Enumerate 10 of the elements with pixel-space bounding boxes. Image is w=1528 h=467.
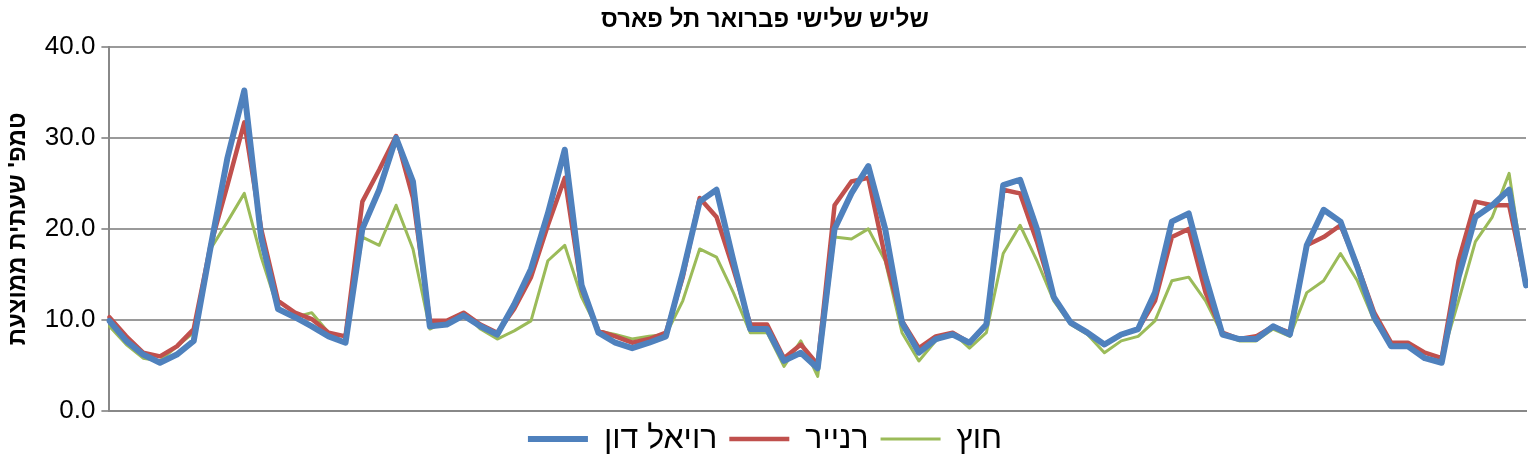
chart-title: שליש שלישי פברואר תל פארס bbox=[601, 5, 929, 33]
legend-label: רויאל דון bbox=[603, 418, 718, 455]
y-tick-label: 40.0 bbox=[44, 29, 96, 60]
y-tick-label: 0.0 bbox=[59, 394, 96, 425]
legend-label: רנייר bbox=[805, 418, 869, 455]
y-tick-label: 10.0 bbox=[44, 303, 96, 334]
y-tick-label: 30.0 bbox=[44, 121, 96, 152]
legend-label: חוץ bbox=[956, 418, 1003, 455]
y-tick-label: 20.0 bbox=[44, 212, 96, 243]
y-axis-title: טמפ' שעתית ממוצעת bbox=[3, 112, 31, 346]
